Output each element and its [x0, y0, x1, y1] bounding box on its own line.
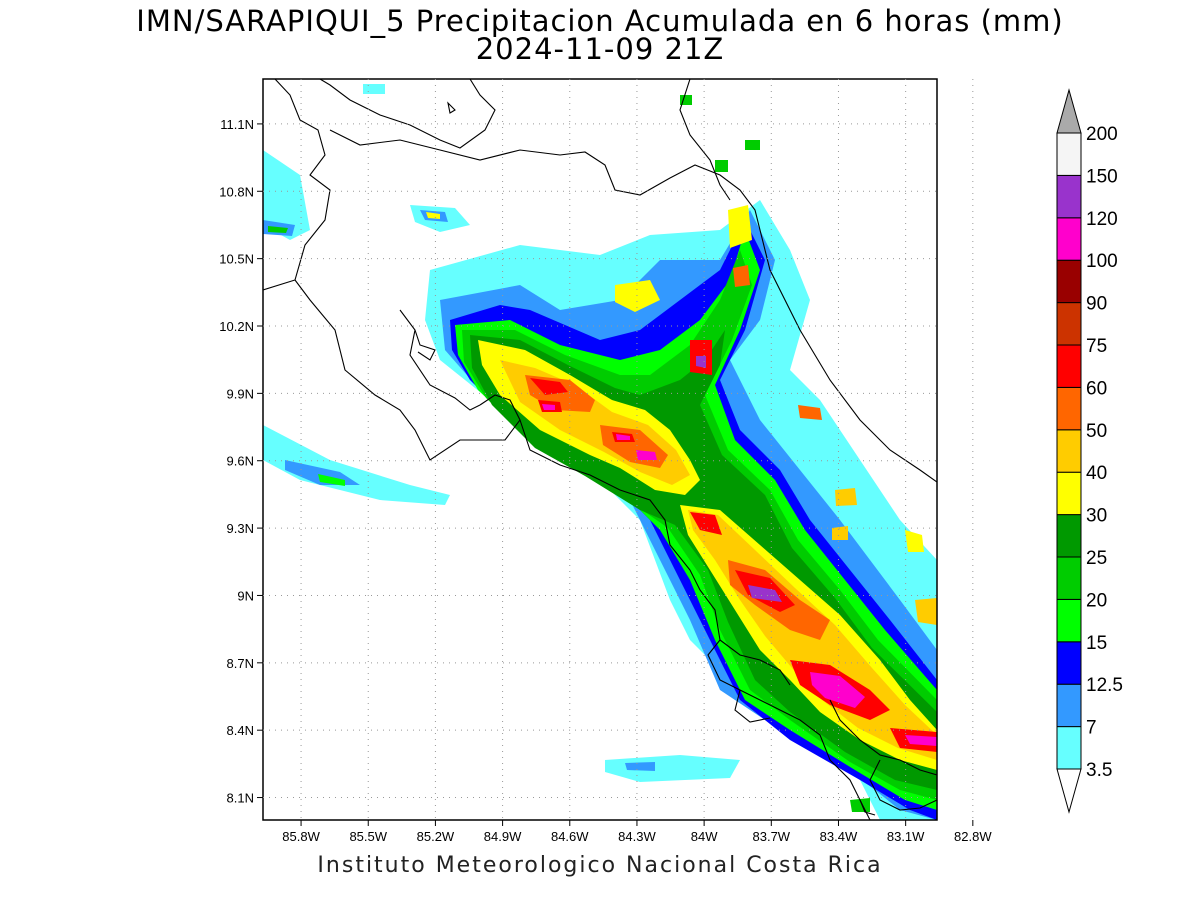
- colorbar-swatch: [1056, 598, 1082, 643]
- colorbar-label: 100: [1086, 251, 1118, 272]
- lat-tick-label: 10.2N: [219, 319, 254, 334]
- precipitation-field: [263, 84, 937, 820]
- lat-tick-label: 9N: [237, 588, 254, 603]
- lat-tick-label: 8.1N: [227, 791, 254, 806]
- lat-tick-label: 8.7N: [227, 656, 254, 671]
- institution-credit: Instituto Meteorologico Nacional Costa R…: [317, 853, 883, 878]
- lon-tick-label: 83.1W: [887, 829, 925, 844]
- colorbar-label: 25: [1086, 548, 1107, 569]
- lon-tick-label: 84.6W: [551, 829, 589, 844]
- colorbar-label: 20: [1086, 590, 1107, 611]
- colorbar-swatch: [1056, 471, 1082, 516]
- lon-tick-label: 83.7W: [753, 829, 791, 844]
- colorbar-swatch: [1056, 217, 1082, 261]
- colorbar-label: 30: [1086, 506, 1107, 527]
- colorbar-max-arrow: [1056, 88, 1082, 134]
- lat-tick-label: 9.9N: [227, 386, 254, 401]
- map-title: IMN/SARAPIQUI_5 Precipitacion Acumulada …: [136, 4, 1064, 38]
- colorbar-swatch: [1056, 683, 1082, 728]
- colorbar-label: 15: [1086, 633, 1107, 654]
- pacific-rain-band: [263, 150, 740, 782]
- map-axes: 11.1N 10.8N 10.5N 10.2N 9.9N 9.6N 9.3N 9N 8.7N 8.…: [219, 117, 992, 844]
- colorbar-swatch: [1056, 429, 1082, 473]
- colorbar-label: 200: [1086, 124, 1118, 145]
- lat-tick-label: 11.1N: [220, 117, 254, 132]
- colorbar-label: 50: [1086, 421, 1107, 442]
- graticule: [263, 79, 974, 820]
- colorbar-label: 60: [1086, 378, 1107, 399]
- colorbar-swatch: [1056, 344, 1082, 388]
- lat-tick-label: 8.4N: [227, 723, 254, 738]
- lon-tick-label: 84.9W: [484, 829, 522, 844]
- colorbar-swatch: [1056, 259, 1082, 304]
- colorbar-swatch: [1056, 726, 1082, 770]
- lon-tick-label: 85.5W: [349, 829, 387, 844]
- colorbar-label: 12.5: [1086, 675, 1123, 696]
- colorbar-label: 7: [1086, 718, 1097, 739]
- colorbar-label: 150: [1086, 166, 1118, 187]
- map-valid-time: 2024-11-09 21Z: [475, 32, 725, 66]
- lon-tick-label: 84W: [691, 829, 718, 844]
- lon-tick-label: 83.4W: [820, 829, 858, 844]
- colorbar-label: 3.5: [1086, 760, 1112, 781]
- colorbar-swatch: [1056, 641, 1082, 685]
- lon-tick-label: 85.8W: [282, 829, 320, 844]
- lat-tick-label: 9.3N: [227, 521, 254, 536]
- lon-tick-label: 85.2W: [417, 829, 455, 844]
- colorbar-label: 75: [1086, 336, 1107, 357]
- lat-tick-label: 10.5N: [219, 252, 254, 267]
- lon-tick-label: 84.3W: [618, 829, 656, 844]
- lat-tick-label: 10.8N: [219, 184, 254, 199]
- colorbar-swatch: [1056, 302, 1082, 346]
- colorbar-swatch: [1056, 386, 1082, 431]
- colorbar-label: 90: [1086, 294, 1107, 315]
- colorbar-label: 40: [1086, 463, 1107, 484]
- colorbar-min-arrow: [1056, 768, 1082, 814]
- lon-tick-label: 82.8W: [954, 829, 992, 844]
- colorbar-swatch: [1056, 556, 1082, 600]
- colorbar-swatch: [1056, 514, 1082, 558]
- map-frame: [262, 78, 938, 821]
- lat-tick-label: 9.6N: [227, 454, 254, 469]
- colorbar-label: 120: [1086, 209, 1118, 230]
- colorbar: 3.5 7 12.5 15 20 25 30 40 50 60 75 90 100 120 150 200: [1056, 88, 1123, 814]
- colorbar-swatch: [1056, 174, 1082, 219]
- colorbar-swatch: [1056, 132, 1082, 176]
